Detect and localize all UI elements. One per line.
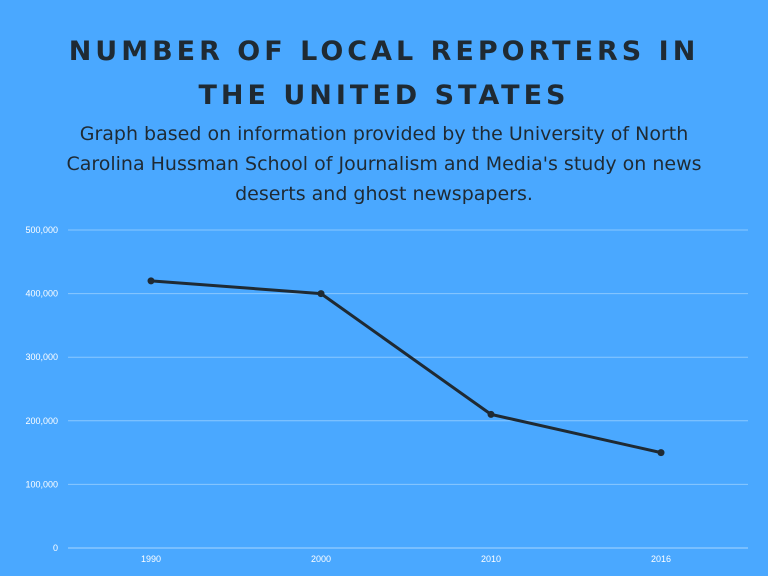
chart-title: NUMBER OF LOCAL REPORTERS IN THE UNITED … (0, 30, 768, 118)
series-line (150, 279, 662, 455)
y-tick-label: 400,000 (25, 289, 58, 299)
data-point (487, 410, 495, 418)
x-tick-label: 2010 (481, 554, 501, 564)
chart-title-line-2: THE UNITED STATES (198, 80, 570, 111)
chart-subtitle: Graph based on information provided by t… (66, 123, 702, 205)
y-tick-label: 100,000 (25, 479, 58, 489)
x-tick-label: 2016 (651, 554, 671, 564)
data-point (317, 290, 325, 298)
x-tick-label: 2000 (311, 554, 331, 564)
y-tick-label: 500,000 (25, 225, 58, 235)
data-point (147, 277, 155, 285)
data-point (657, 449, 665, 457)
line-chart: 0 100,000 200,000 300,000 400,000 500,000 1990… (25, 225, 748, 564)
x-tick-label: 1990 (141, 554, 161, 564)
chart-title-line-1: NUMBER OF LOCAL REPORTERS IN (68, 36, 700, 67)
y-tick-label: 300,000 (25, 352, 58, 362)
y-tick-label: 200,000 (25, 416, 58, 426)
y-tick-label: 0 (53, 543, 58, 553)
